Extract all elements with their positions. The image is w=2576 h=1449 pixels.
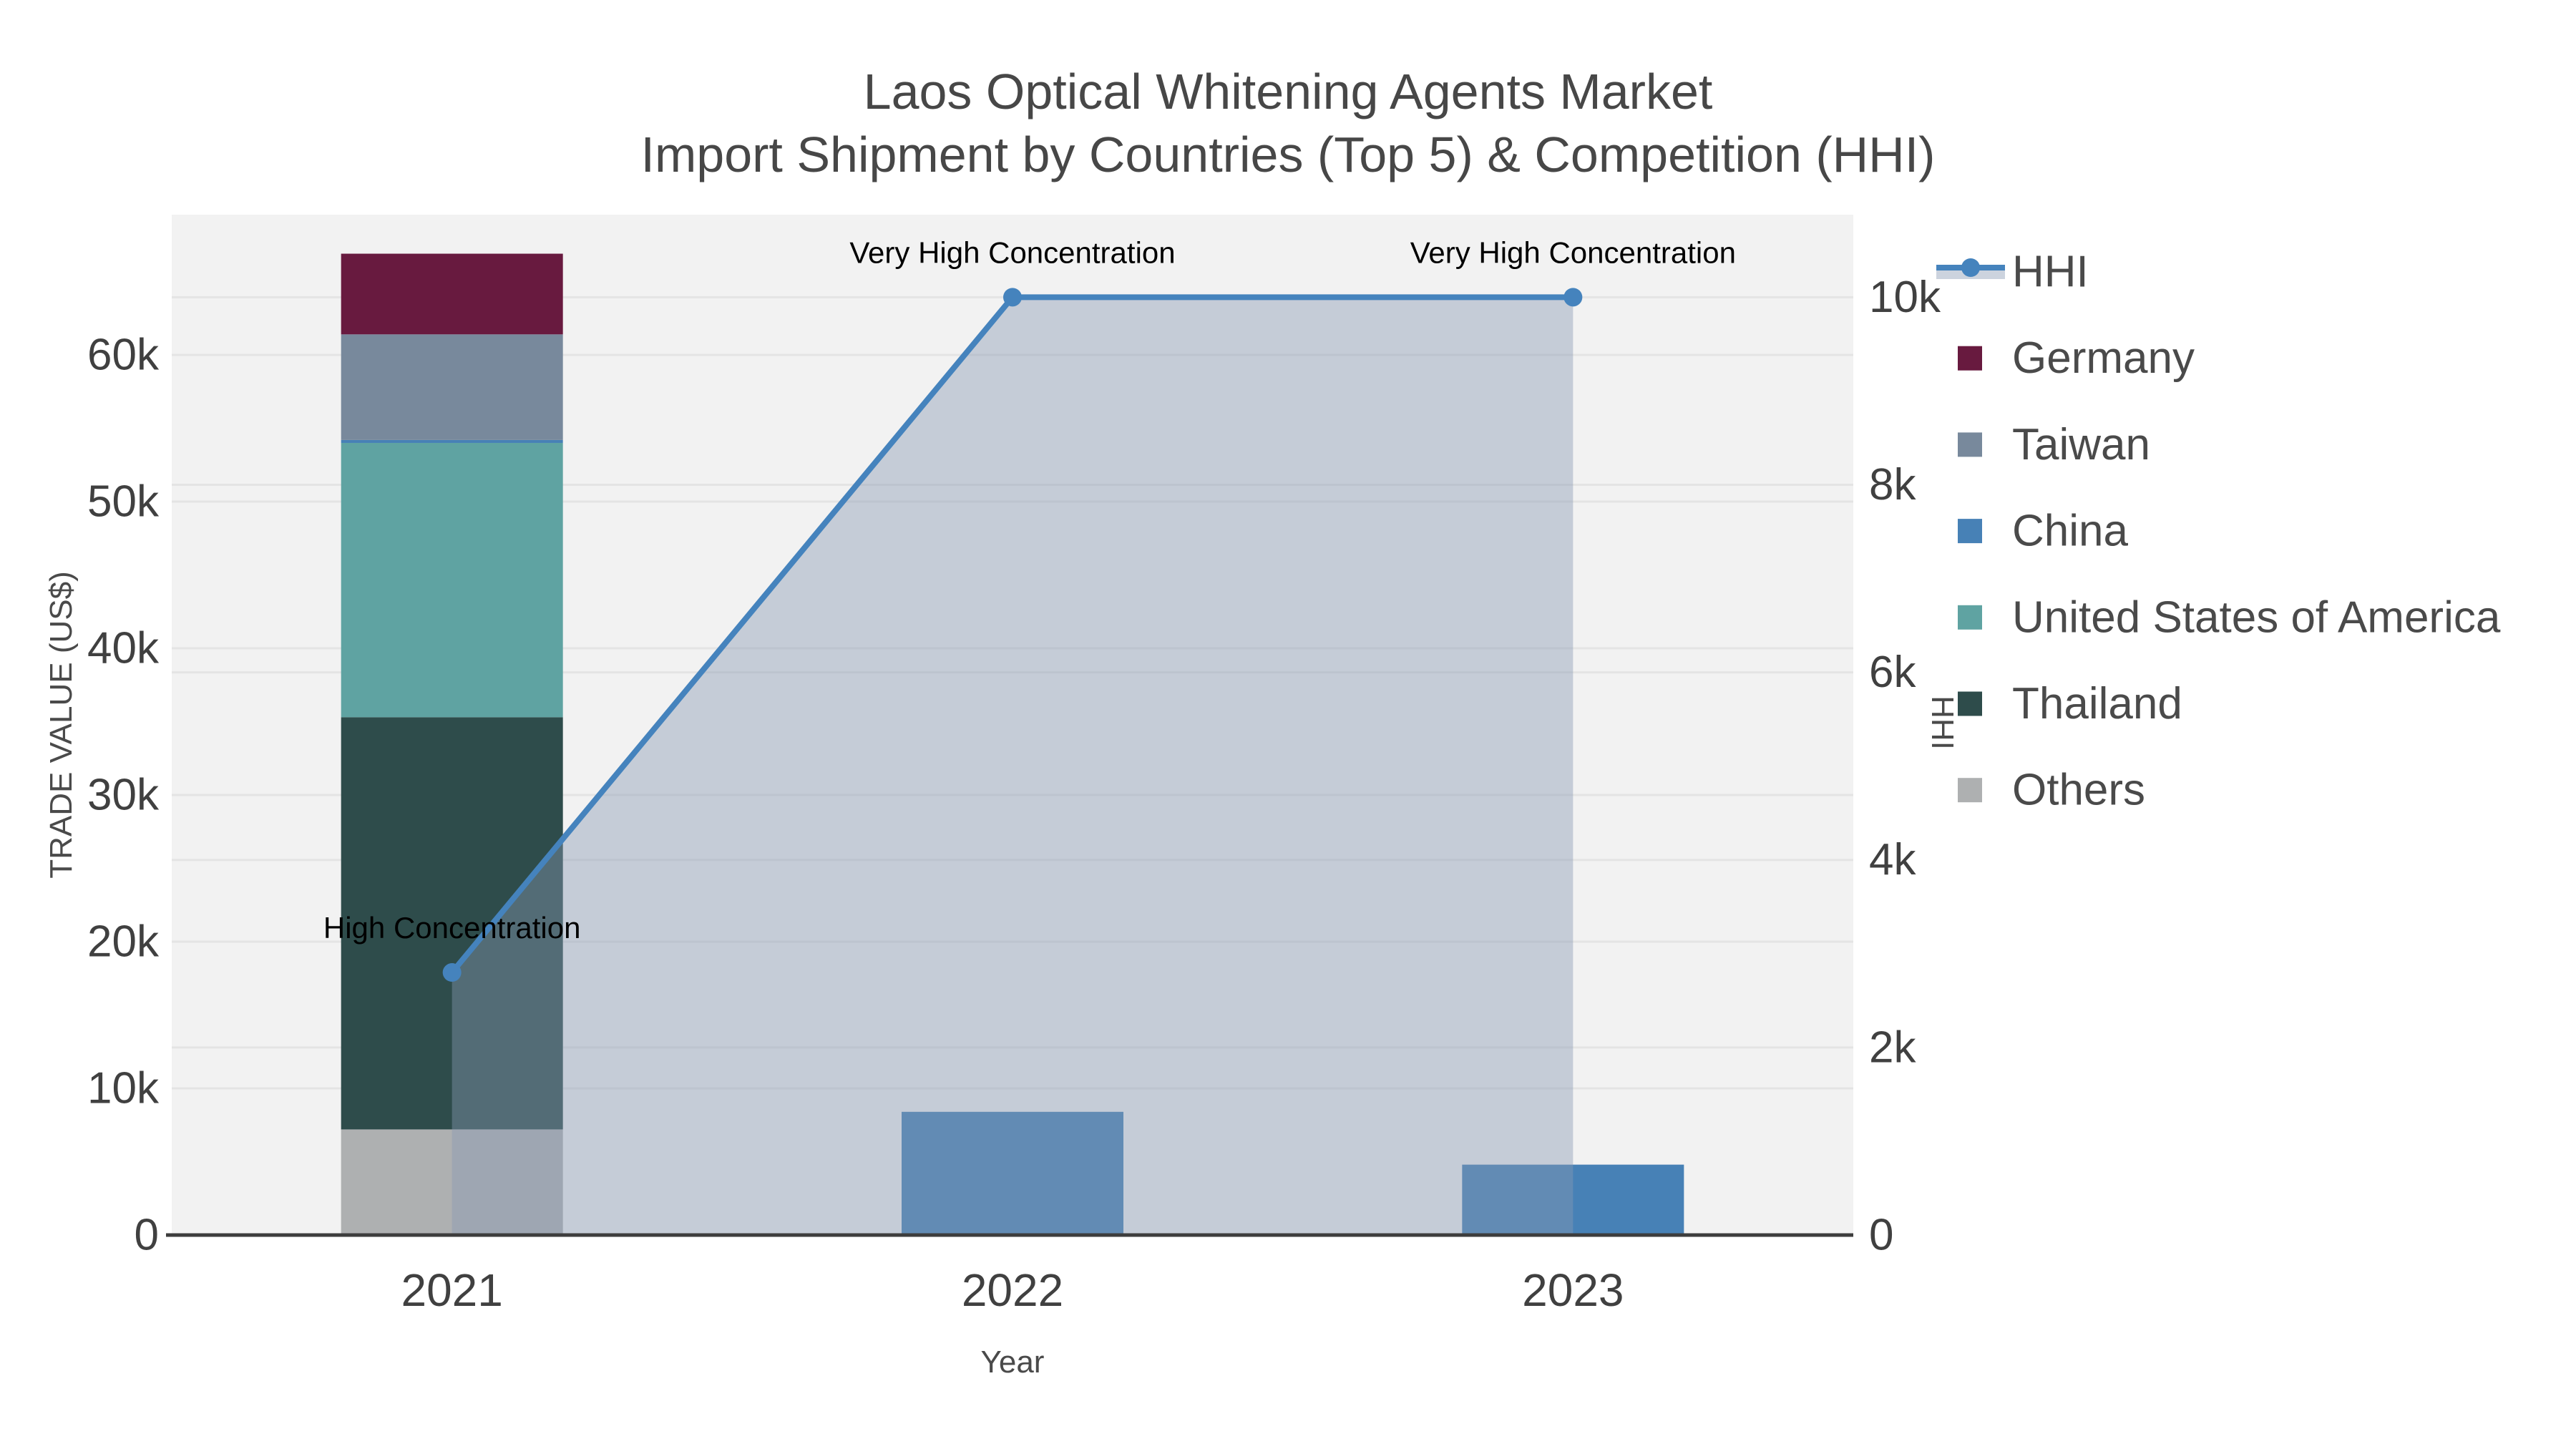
y-right-tick-label: 2k [1869,1023,1916,1072]
legend-item-others[interactable]: Others [1958,766,2145,815]
legend-swatch-icon [1958,346,1982,371]
legend-item-label: HHI [2012,248,2089,297]
legend-item-china[interactable]: China [1958,507,2129,556]
y-right-tick-label: 8k [1869,460,1916,509]
legend-swatch-icon [1958,691,1982,716]
y-left-tick-label: 50k [87,477,160,526]
legend-item-thailand[interactable]: Thailand [1958,679,2182,728]
plot-layer: High Concentration Very High Concentratio… [166,215,1853,1237]
y-right-tick-label: 4k [1869,835,1916,884]
chart-subtitle: Import Shipment by Countries (Top 5) & C… [641,127,1936,182]
y-left-tick-label: 10k [87,1063,160,1113]
legend-swatch-icon [1958,778,1982,803]
axes-layer: 0 10k 20k 30k 40k 50k 60k 0 2k 4k 6k 8k 10k 2021 2022 2… [87,273,1941,1316]
bar-segment-china[interactable] [902,1111,1123,1235]
hhi-marker[interactable] [1003,288,1022,307]
legend-swatch-icon [1958,519,1982,544]
y-right-tick-label: 10k [1869,273,1941,322]
y-right-tick-label: 6k [1869,648,1916,697]
hhi-marker[interactable] [442,963,462,982]
x-tick-label: 2023 [1522,1264,1624,1316]
legend-item-taiwan[interactable]: Taiwan [1958,420,2150,469]
legend-item-label: Others [2012,766,2145,815]
y-left-tick-label: 20k [87,917,160,966]
x-axis-title: Year [981,1345,1045,1380]
legend-item-label: Germany [2012,333,2195,383]
x-tick-label: 2021 [401,1264,502,1316]
bar-segment-china[interactable] [341,439,563,443]
annotation: Very High Concentration [1410,235,1736,269]
hhi-marker[interactable] [1563,288,1583,307]
bar-segment-china[interactable] [1462,1164,1684,1235]
legend-swatch-icon [1958,605,1982,630]
bar-segment-taiwan[interactable] [341,334,563,440]
bar-segment-united-states-of-america[interactable] [341,442,563,718]
legend-swatch-icon [1958,432,1982,457]
bar-segment-thailand[interactable] [341,717,563,1130]
y-left-axis-title: TRADE VALUE (US$) [44,571,79,879]
bar-segment-others[interactable] [341,1129,563,1235]
hhi-area [452,297,1574,1235]
y-right-axis-title: HHI [1925,696,1960,750]
legend: HHI Germany Taiwan China United States of Am… [1936,248,2501,815]
annotation: High Concentration [323,911,581,945]
legend-item-hhi[interactable]: HHI [1936,248,2089,297]
bar-segment-germany[interactable] [341,253,563,335]
annotation: Very High Concentration [849,235,1175,269]
y-left-tick-label: 30k [87,770,160,819]
y-left-tick-label: 0 [135,1211,159,1260]
x-tick-label: 2022 [962,1264,1063,1316]
legend-item-label: China [2012,507,2129,556]
legend-item-united-states-of-america[interactable]: United States of America [1958,592,2501,642]
legend-item-label: Taiwan [2012,420,2150,469]
legend-item-label: United States of America [2012,592,2501,642]
y-left-tick-label: 60k [87,330,160,379]
chart-title: Laos Optical Whitening Agents Market [864,64,1713,119]
y-left-tick-label: 40k [87,623,160,673]
legend-item-label: Thailand [2012,679,2182,728]
hhi-legend-marker-icon [1961,258,1980,277]
legend-item-germany[interactable]: Germany [1958,333,2195,383]
y-right-tick-label: 0 [1869,1211,1893,1260]
